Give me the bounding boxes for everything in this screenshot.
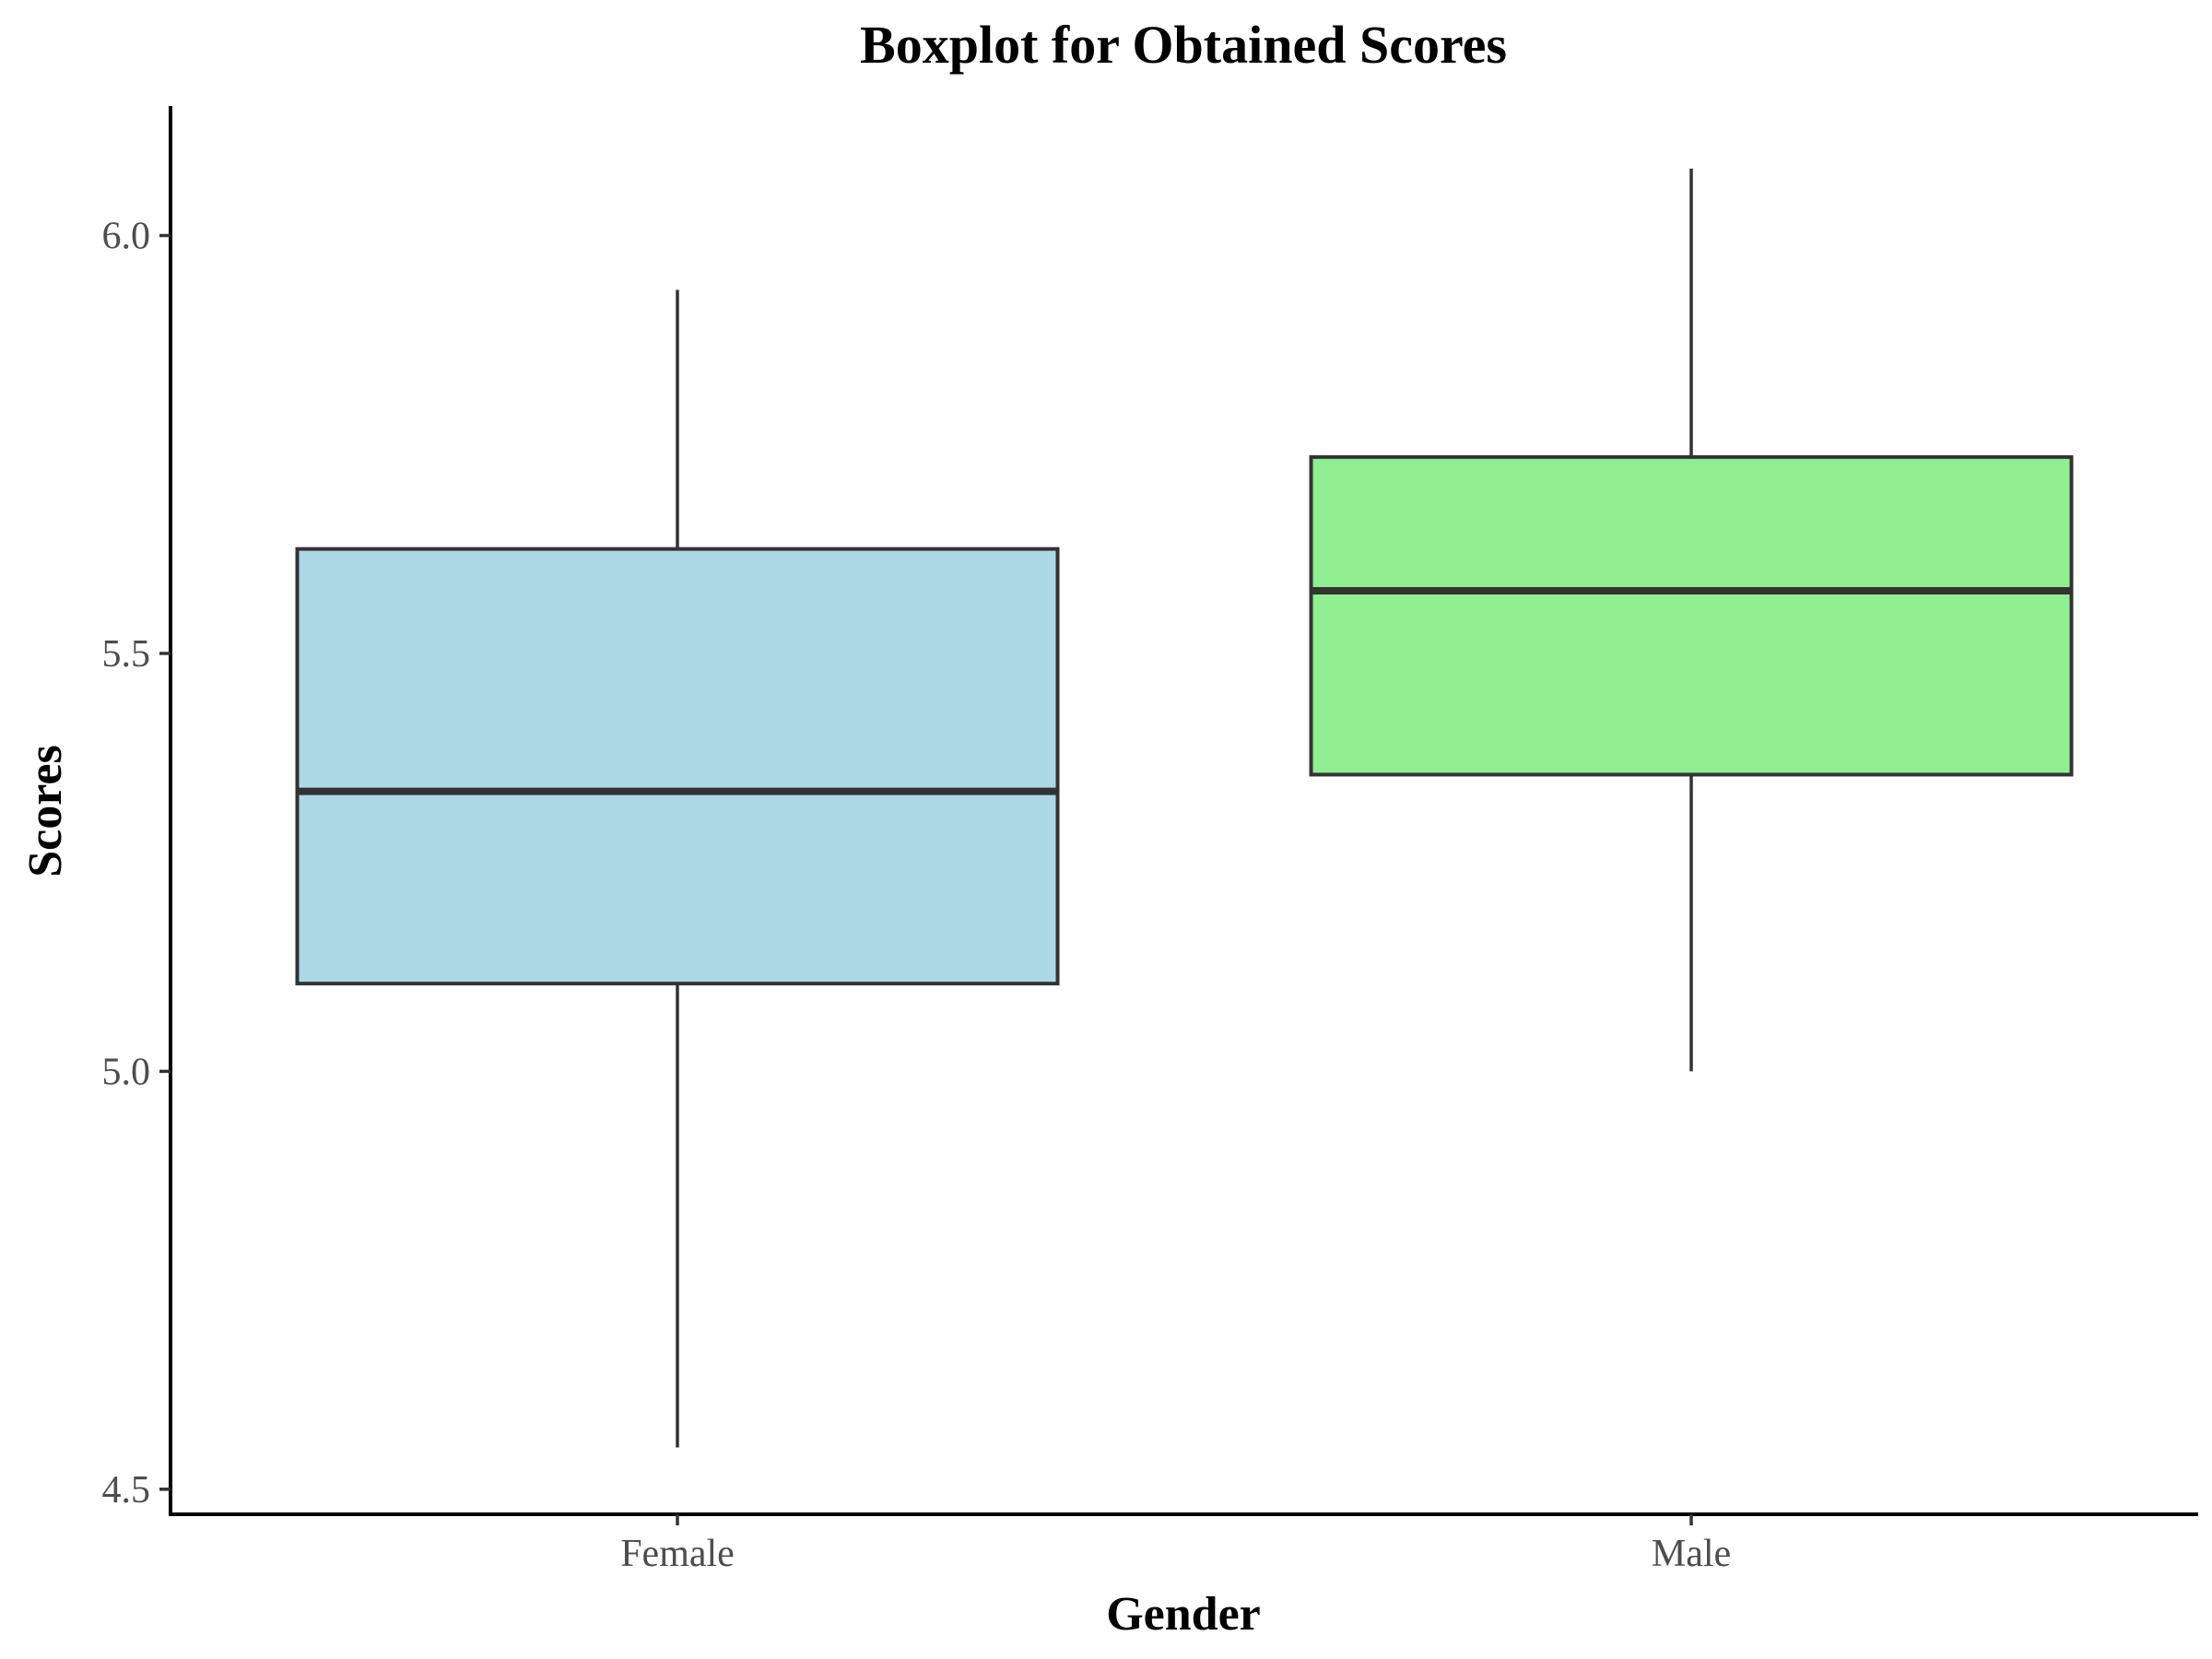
y-tick-label: 4.5 — [102, 1469, 151, 1512]
y-axis-title: Scores — [19, 745, 72, 877]
x-axis-title: Gender — [1106, 1588, 1261, 1641]
y-tick-label: 5.0 — [102, 1051, 151, 1093]
x-tick-label: Female — [620, 1533, 735, 1575]
box-female — [295, 547, 1060, 986]
x-tick-label: Male — [1652, 1533, 1731, 1575]
box-male — [1309, 454, 2074, 777]
y-tick-label: 5.5 — [102, 633, 151, 676]
plot-area: 4.5 5.0 5.5 6.0 Female Male — [102, 106, 2198, 1575]
y-tick-label: 6.0 — [102, 216, 151, 258]
chart-title: Boxplot for Obtained Scores — [860, 15, 1507, 75]
